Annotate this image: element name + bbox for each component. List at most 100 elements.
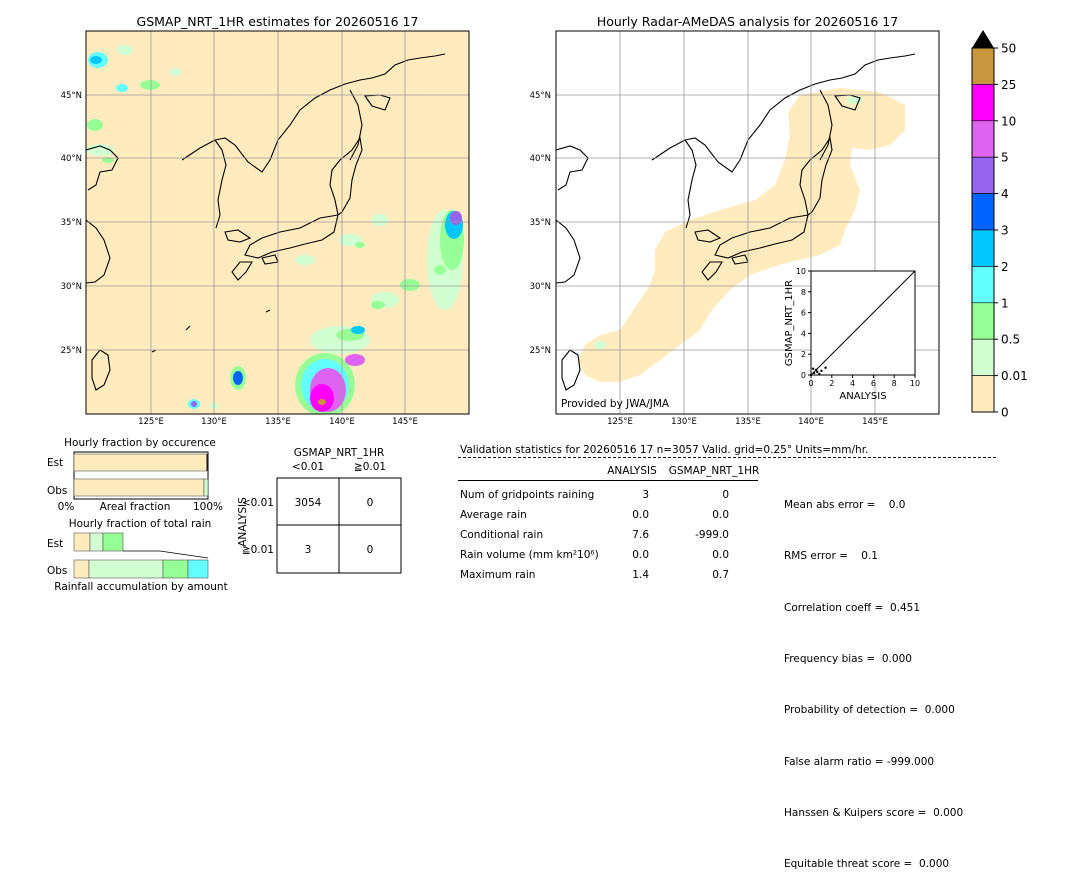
total-rain-bar-obs	[73, 559, 209, 579]
colorbar-label: 25	[1001, 78, 1016, 92]
contingency-cell: 0	[367, 497, 374, 509]
scatter-inset: 0 2 4 6 8 10 0 2 4 6 8 10 ANALYSIS GSMAP_NRT_1HR	[784, 267, 920, 402]
validation-row-label: Num of gridpoints raining	[460, 489, 595, 501]
colorbar-swatch	[971, 229, 995, 267]
colorbar-swatch	[971, 84, 995, 122]
left-map-gridlines	[86, 31, 469, 414]
scatter-point	[815, 368, 818, 371]
validation-header: Validation statistics for 20260516 17 n=…	[460, 444, 869, 456]
colorbar-label: 4	[1001, 187, 1009, 201]
validation-row: Average rain 0.0 0.0	[460, 509, 760, 529]
scatter-ytick-label: 2	[801, 350, 806, 359]
contingency-col-label-1: ≧0.01	[354, 461, 386, 473]
lat-tick-label: 45°N	[530, 91, 551, 101]
data-credit: Provided by JWA/JMA	[561, 398, 670, 410]
validation-row: Num of gridpoints raining 3 0	[460, 489, 760, 509]
right-map-lon-tick-labels: 125°E 130°E 135°E 140°E 145°E	[607, 417, 888, 427]
validation-row-gsmap: 0.0	[712, 509, 729, 521]
scatter-point	[824, 366, 827, 369]
scatter-xtick-label: 4	[850, 379, 855, 388]
scatter-ytick-label: 0	[801, 371, 806, 380]
scatter-ytick-label: 8	[801, 288, 806, 297]
validation-col-rule	[458, 480, 758, 481]
occurrence-tick-right: 100%	[193, 501, 223, 513]
total-rain-chart: Est Obs Rainfall accumulation by amount	[47, 532, 228, 593]
colorbar-label: 0.5	[1001, 333, 1020, 347]
score-line: Frequency bias = 0.000	[784, 653, 912, 666]
colorbar-labels: 50 25 10 5 4 3 2 1 0.5 0.01 0	[994, 42, 1028, 420]
contingency-row-label-1: ≧0.01	[242, 544, 274, 556]
scatter-xtick-label: 8	[892, 379, 897, 388]
scatter-xtick-label: 10	[910, 379, 920, 388]
validation-row-analysis: 1.4	[632, 569, 649, 581]
total-rain-xlabel: Rainfall accumulation by amount	[54, 581, 227, 593]
validation-row-analysis: 0.0	[632, 509, 649, 521]
total-rain-bar-est	[73, 532, 124, 552]
validation-col-gsmap: GSMAP_NRT_1HR	[668, 465, 760, 477]
occurrence-bar-obs-rest	[203, 478, 209, 497]
score-line: Hanssen & Kuipers score = 0.000	[784, 806, 964, 819]
score-line: Mean abs error = 0.0	[784, 499, 906, 512]
validation-table: Num of gridpoints raining 3 0 Average ra…	[460, 489, 760, 589]
scatter-diagonal	[810, 270, 916, 376]
validation-row-analysis: 7.6	[632, 529, 649, 541]
occurrence-cat-est: Est	[47, 457, 63, 469]
occurrence-bar-est	[73, 453, 207, 472]
total-rain-cat-obs: Obs	[47, 565, 67, 577]
right-map: 125°E 130°E 135°E 140°E 145°E 45°N 40°N …	[530, 30, 940, 427]
lat-tick-label: 40°N	[61, 154, 82, 164]
lat-tick-label: 35°N	[530, 218, 551, 228]
lon-tick-label: 140°E	[329, 417, 355, 427]
left-map-precip	[86, 45, 464, 414]
score-line: Equitable threat score = 0.000	[784, 858, 950, 871]
occurrence-bar-est-rest	[206, 454, 208, 471]
lat-tick-label: 25°N	[61, 346, 82, 356]
colorbar: 50 25 10 5 4 3 2 1 0.5 0.01 0	[971, 30, 1028, 420]
total-rain-title: Hourly fraction of total rain	[68, 518, 212, 530]
lat-tick-label: 25°N	[530, 346, 551, 356]
lon-tick-label: 145°E	[862, 417, 888, 427]
scatter-point	[818, 372, 821, 376]
score-line: Correlation coeff = 0.451	[784, 601, 920, 614]
scatter-ticks: 0 2 4 6 8 10 0 2 4 6 8 10	[796, 267, 920, 388]
left-map-lat-tick-labels: 45°N 40°N 35°N 30°N 25°N	[61, 91, 82, 356]
scatter-ytick-label: 6	[801, 309, 806, 318]
contingency-cell: 3054	[295, 497, 322, 509]
lon-tick-label: 125°E	[607, 417, 633, 427]
colorbar-swatch	[971, 338, 995, 376]
validation-row-label: Rain volume (mm km²10⁶)	[460, 549, 599, 561]
colorbar-label: 0	[1001, 406, 1009, 420]
validation-row-label: Maximum rain	[460, 569, 536, 581]
colorbar-label: 5	[1001, 151, 1009, 165]
colorbar-swatch	[971, 193, 995, 231]
contingency-row-axis: ANALYSIS	[237, 497, 249, 547]
right-map-title: Hourly Radar-AMeDAS analysis for 2026051…	[596, 14, 899, 29]
score-line: RMS error = 0.1	[784, 550, 878, 563]
right-map-coastline	[556, 53, 916, 391]
scatter-xlabel: ANALYSIS	[839, 391, 886, 402]
left-map-lon-tick-labels: 125°E 130°E 135°E 140°E 145°E	[138, 417, 418, 427]
scatter-point	[820, 369, 823, 373]
lat-tick-label: 35°N	[61, 218, 82, 228]
lat-tick-label: 30°N	[530, 282, 551, 292]
validation-row-gsmap: -999.0	[695, 529, 729, 541]
total-rain-connector	[123, 550, 209, 559]
validation-row: Conditional rain 7.6 -999.0	[460, 529, 760, 549]
lon-tick-label: 135°E	[265, 417, 291, 427]
validation-row: Maximum rain 1.4 0.7	[460, 569, 760, 589]
score-line: False alarm ratio = -999.000	[784, 755, 935, 768]
lon-tick-label: 145°E	[392, 417, 418, 427]
validation-scores: Mean abs error = 0.0 RMS error = 0.1 Cor…	[784, 463, 963, 890]
scatter-ytick-label: 10	[796, 267, 806, 276]
colorbar-label: 1	[1001, 296, 1009, 310]
lon-tick-label: 140°E	[798, 417, 824, 427]
scatter-xtick-label: 6	[871, 379, 876, 388]
contingency-row-label-0: <0.01	[242, 497, 274, 509]
validation-dashed-rule	[458, 457, 996, 458]
occurrence-cat-obs: Obs	[47, 485, 67, 497]
validation-col-analysis: ANALYSIS	[607, 465, 657, 477]
occurrence-xlabel: Areal fraction	[100, 501, 171, 513]
contingency-col-label-0: <0.01	[292, 461, 324, 473]
validation-row-gsmap: 0.7	[712, 569, 729, 581]
validation-row-analysis: 3	[642, 489, 649, 501]
